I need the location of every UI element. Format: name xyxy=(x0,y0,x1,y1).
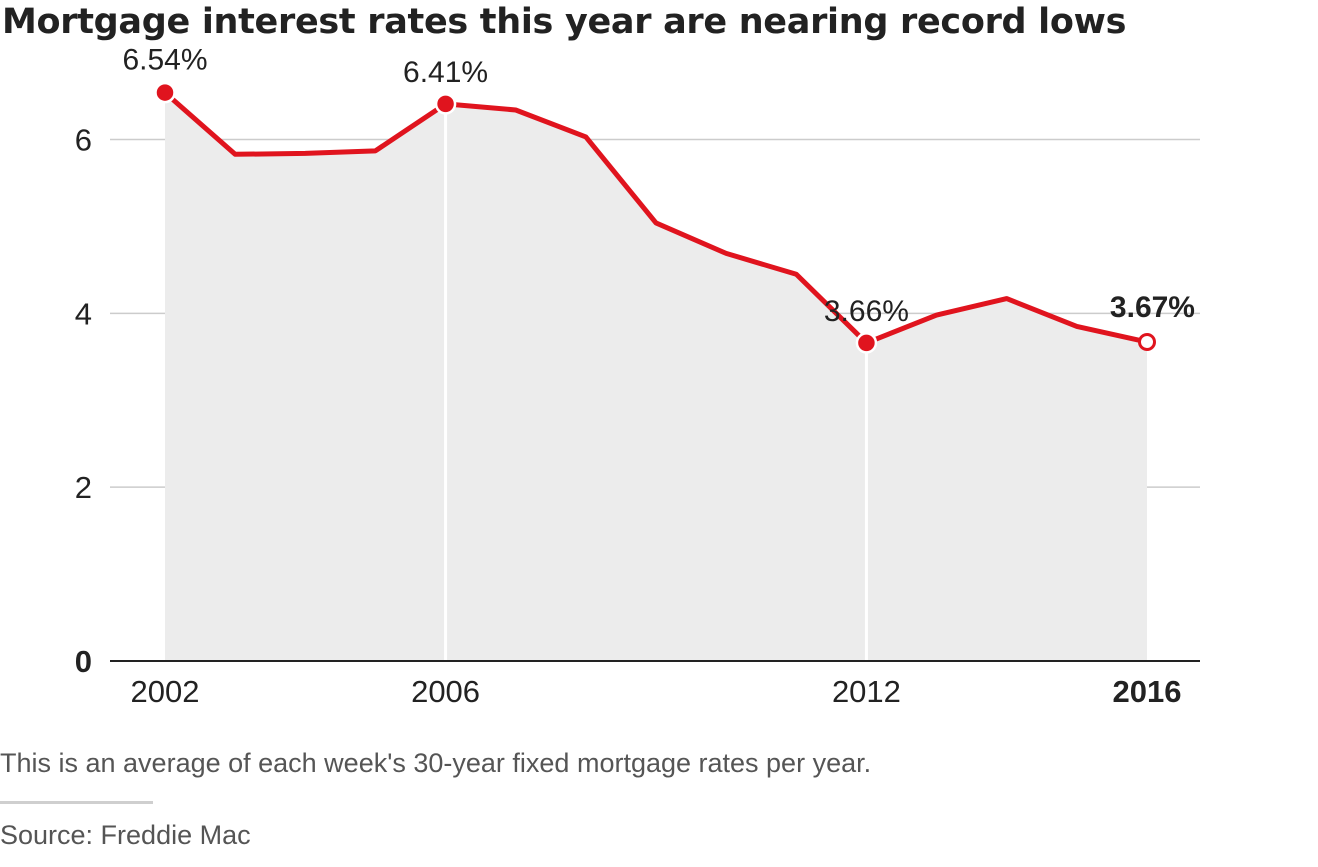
data-point-marker xyxy=(1138,333,1156,352)
y-tick-label: 0 xyxy=(75,644,92,679)
data-label: 6.41% xyxy=(403,56,488,89)
line-area-chart: 0 2 4 6 2002 2006 2012 2016 6.54% 6.41% 3.66% 3.67% xyxy=(75,44,1200,709)
data-point-marker xyxy=(434,93,457,115)
x-tick-label: 2012 xyxy=(832,674,901,709)
x-tick-label: 2016 xyxy=(1113,674,1182,709)
data-point-marker xyxy=(154,81,176,104)
chart-note: This is an average of each week's 30-yea… xyxy=(0,748,872,778)
x-tick-label: 2002 xyxy=(131,674,200,709)
series-line xyxy=(162,90,1150,346)
divider xyxy=(0,801,153,804)
y-tick-label: 2 xyxy=(75,470,92,505)
data-label: 3.66% xyxy=(824,295,909,328)
data-label: 6.54% xyxy=(122,44,207,77)
data-point-marker xyxy=(855,332,878,354)
y-tick-label: 6 xyxy=(75,123,92,158)
x-tick-label: 2006 xyxy=(411,674,480,709)
area-fill xyxy=(165,92,1147,662)
y-tick-label: 4 xyxy=(75,296,92,331)
data-label: 3.67% xyxy=(1110,291,1195,324)
chart-title: Mortgage interest rates this year are ne… xyxy=(2,2,1127,42)
source-credit: Source: Freddie Mac xyxy=(0,820,251,850)
